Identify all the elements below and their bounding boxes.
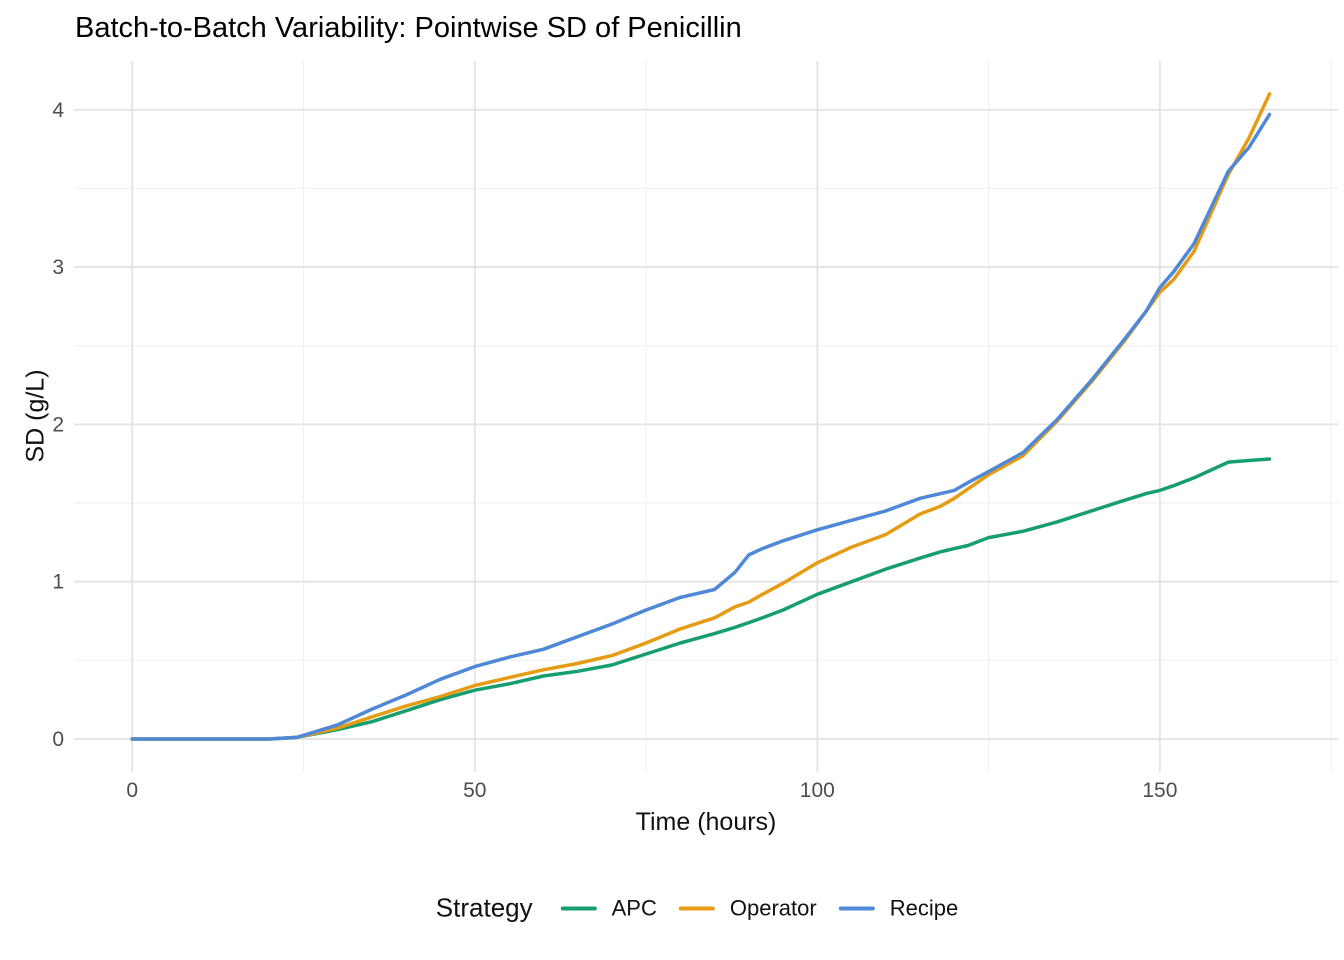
apc-line-swatch xyxy=(560,906,597,910)
legend-title: Strategy xyxy=(435,892,533,923)
legend-label-operator: Operator xyxy=(729,895,817,920)
x-tick-label: 150 xyxy=(1142,779,1177,802)
x-axis-label: Time (hours) xyxy=(635,808,777,836)
series-line-operator xyxy=(130,92,1272,741)
x-tick-label: 100 xyxy=(800,779,835,802)
y-tick-label: 4 xyxy=(52,99,64,122)
y-tick-label: 2 xyxy=(52,413,64,436)
y-tick-label: 1 xyxy=(52,571,64,594)
legend: Strategy APC Operator Recipe xyxy=(436,893,958,924)
series-line-apc xyxy=(130,457,1272,741)
y-tick-label: 0 xyxy=(52,728,64,751)
legend-label-recipe: Recipe xyxy=(889,895,959,920)
recipe-line-swatch xyxy=(838,906,875,910)
chart-title: Batch-to-Batch Variability: Pointwise SD… xyxy=(75,12,742,44)
x-tick-label: 50 xyxy=(463,779,486,802)
legend-item-operator: Operator xyxy=(678,895,817,921)
legend-item-apc: APC xyxy=(560,895,657,921)
series-line-recipe xyxy=(130,112,1272,741)
operator-line-swatch xyxy=(678,906,715,910)
legend-label-apc: APC xyxy=(611,895,657,920)
x-tick-label: 0 xyxy=(126,779,138,802)
y-tick-label: 3 xyxy=(52,256,64,279)
legend-item-recipe: Recipe xyxy=(838,895,959,921)
